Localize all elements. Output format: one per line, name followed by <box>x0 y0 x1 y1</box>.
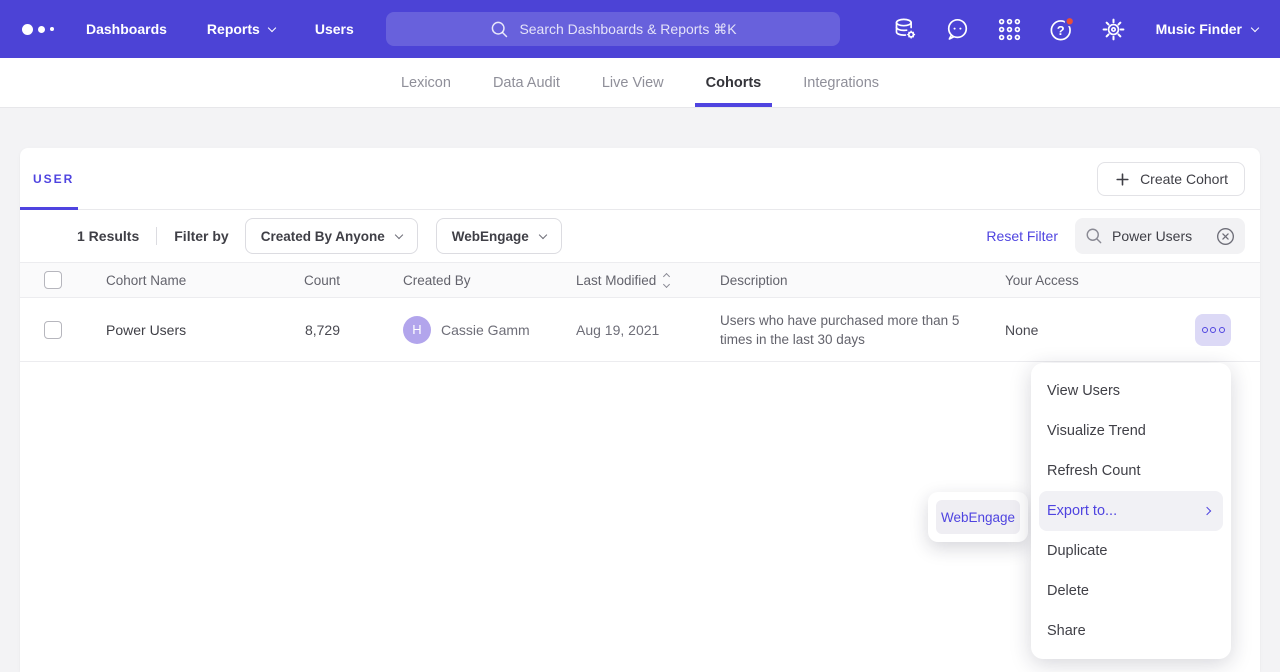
creator-filter-dropdown[interactable]: Created By Anyone <box>244 218 418 254</box>
row-actions-menu: View Users Visualize Trend Refresh Count… <box>1031 363 1231 659</box>
menu-item-view-users[interactable]: View Users <box>1047 383 1121 399</box>
topnav-actions: ? Music Finder <box>892 15 1260 43</box>
header-your-access[interactable]: Your Access <box>1005 272 1079 288</box>
menu-item-delete[interactable]: Delete <box>1047 583 1089 599</box>
cohort-search-input[interactable]: Power Users <box>1075 218 1245 254</box>
svg-text:?: ? <box>1056 22 1064 37</box>
last-modified-cell: Aug 19, 2021 <box>576 321 660 338</box>
feedback-icon[interactable] <box>944 16 971 43</box>
notification-dot <box>1064 15 1075 26</box>
integration-filter-dropdown[interactable]: WebEngage <box>435 218 562 254</box>
plus-icon <box>1116 172 1129 186</box>
mixpanel-logo-icon[interactable] <box>22 23 54 35</box>
search-icon <box>492 21 508 37</box>
nav-dashboards-label: Dashboards <box>86 21 167 37</box>
header-last-modified[interactable]: Last Modified <box>576 272 720 288</box>
description-cell: Users who have purchased more than 5 tim… <box>720 312 960 347</box>
clear-search-icon[interactable] <box>1215 226 1236 247</box>
active-tab-underline <box>20 207 78 210</box>
data-management-icon[interactable] <box>892 16 919 43</box>
select-all-checkbox[interactable] <box>44 271 62 289</box>
creator-filter-value: Created By Anyone <box>260 228 385 244</box>
header-created-by[interactable]: Created By <box>403 272 471 288</box>
filter-toolbar: 1 Results Filter by Created By Anyone We… <box>20 210 1260 262</box>
nav-reports[interactable]: Reports <box>206 21 277 37</box>
cohort-search-value: Power Users <box>1112 228 1193 244</box>
nav-users[interactable]: Users <box>315 21 354 37</box>
project-name: Music Finder <box>1155 21 1242 37</box>
chevron-down-icon <box>538 230 548 239</box>
chevron-down-icon <box>394 230 403 239</box>
nav-users-label: Users <box>314 21 354 37</box>
reset-filter-link[interactable]: Reset Filter <box>986 228 1058 244</box>
divider <box>156 227 158 245</box>
menu-item-share[interactable]: Share <box>1047 623 1086 639</box>
header-description[interactable]: Description <box>720 272 788 288</box>
nav-reports-label: Reports <box>206 21 260 37</box>
integration-filter-value: WebEngage <box>451 228 529 244</box>
apps-grid-icon[interactable] <box>996 16 1023 43</box>
header-cohort-name[interactable]: Cohort Name <box>106 272 187 288</box>
menu-item-visualize-trend[interactable]: Visualize Trend <box>1047 423 1146 439</box>
chevron-down-icon <box>267 23 277 32</box>
menu-item-export-to[interactable]: Export to... <box>1039 491 1223 531</box>
tab-user-cohorts[interactable]: USER <box>33 171 75 186</box>
chevron-down-icon <box>1250 23 1260 32</box>
tab-live-view[interactable]: Live View <box>601 74 664 91</box>
row-actions-button[interactable] <box>1195 313 1231 346</box>
tab-cohorts[interactable]: Cohorts <box>694 58 773 107</box>
created-by-cell: H Cassie Gamm <box>340 315 576 344</box>
table-header-row: Cohort Name Count Created By Last Modifi… <box>20 262 1260 298</box>
results-count: 1 Results <box>77 228 140 244</box>
menu-item-refresh-count[interactable]: Refresh Count <box>1047 463 1141 479</box>
tab-integrations[interactable]: Integrations <box>803 74 880 91</box>
ellipsis-dot <box>1210 326 1216 333</box>
created-by-name: Cassie Gamm <box>441 321 530 338</box>
filter-by-label: Filter by <box>174 228 229 244</box>
settings-icon[interactable] <box>1100 16 1127 43</box>
row-checkbox[interactable] <box>44 320 62 339</box>
export-submenu: WebEngage <box>928 492 1028 542</box>
header-count[interactable]: Count <box>303 272 340 288</box>
global-search-input[interactable]: Search Dashboards & Reports ⌘K <box>386 12 840 46</box>
menu-item-duplicate[interactable]: Duplicate <box>1047 543 1108 559</box>
nav-dashboards[interactable]: Dashboards <box>86 21 167 37</box>
primary-nav: Dashboards Reports Users <box>86 21 354 37</box>
ellipsis-dot <box>1218 326 1225 333</box>
sort-icon[interactable] <box>663 272 671 288</box>
create-cohort-button[interactable]: Create Cohort <box>1097 162 1245 196</box>
create-cohort-label: Create Cohort <box>1140 171 1228 187</box>
cohort-name-cell[interactable]: Power Users <box>106 321 187 338</box>
search-icon <box>1086 228 1102 244</box>
help-icon[interactable]: ? <box>1048 15 1075 43</box>
your-access-cell: None <box>1005 321 1039 338</box>
submenu-item-webengage[interactable]: WebEngage <box>936 500 1020 534</box>
tab-lexicon[interactable]: Lexicon <box>400 74 451 91</box>
export-to-label: Export to... <box>1047 503 1118 519</box>
secondary-navigation: Lexicon Data Audit Live View Cohorts Int… <box>0 58 1280 108</box>
avatar: H <box>403 315 431 344</box>
cohort-count-cell: 8,729 <box>304 321 340 338</box>
ellipsis-dot <box>1201 326 1208 333</box>
project-selector[interactable]: Music Finder <box>1155 21 1260 37</box>
tab-data-audit[interactable]: Data Audit <box>492 74 560 91</box>
chevron-right-icon <box>1202 506 1212 516</box>
cohort-type-tabs: USER Create Cohort <box>20 148 1260 210</box>
top-navigation-bar: Dashboards Reports Users Search Dashboar… <box>0 0 1280 58</box>
table-row: Power Users 8,729 H Cassie Gamm Aug 19, … <box>20 298 1260 362</box>
global-search-placeholder: Search Dashboards & Reports ⌘K <box>519 20 737 37</box>
